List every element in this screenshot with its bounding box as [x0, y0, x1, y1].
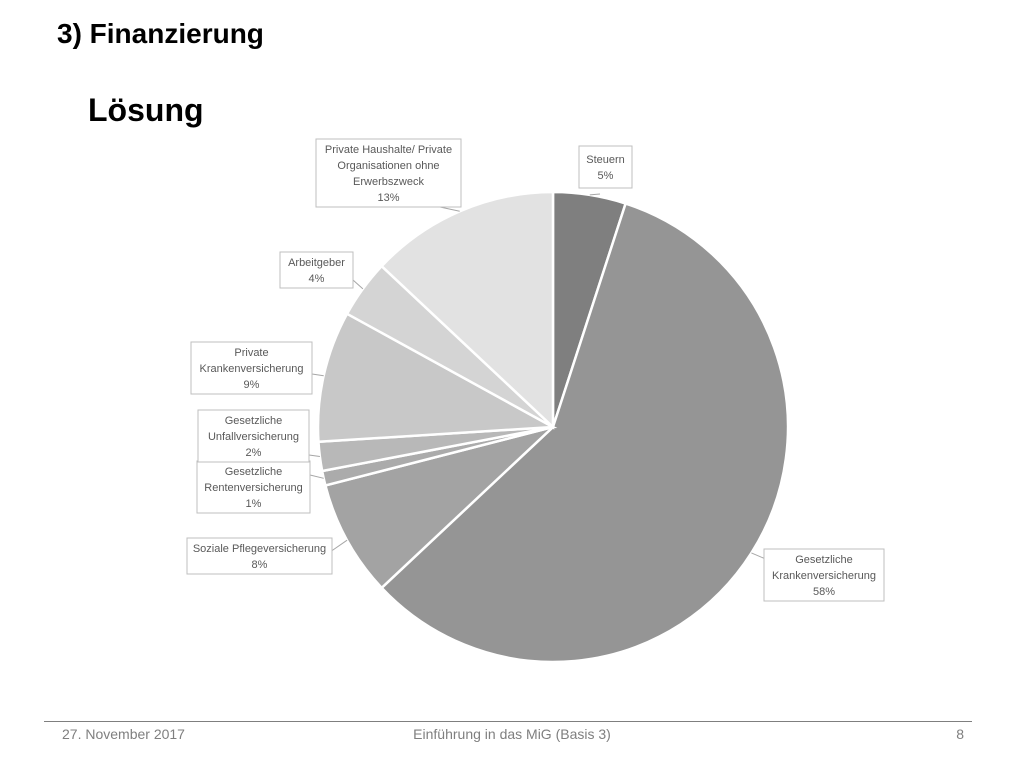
pie-slices — [316, 190, 790, 664]
data-label-name: Steuern — [586, 154, 625, 166]
data-label-percent: 58% — [813, 586, 835, 598]
data-label-name: Private Haushalte/ Private — [325, 144, 452, 156]
leader-line — [311, 373, 324, 377]
data-label-box — [279, 251, 354, 289]
data-label-name: Krankenversicherung — [200, 363, 304, 375]
data-label-percent: 5% — [598, 170, 614, 182]
pie-slice — [316, 312, 558, 444]
data-label-percent: 9% — [244, 379, 260, 391]
data-label-percent: 4% — [309, 273, 325, 285]
data-labels: Steuern 5% Gesetzliche Krankenversicherung 5… — [186, 138, 885, 602]
data-label-percent: 2% — [246, 447, 262, 459]
data-label-name: Arbeitgeber — [288, 257, 345, 269]
data-label-name: Soziale Pflegeversicherung — [193, 543, 326, 555]
leader-line — [439, 206, 460, 212]
page-number: 8 — [956, 726, 964, 742]
data-label: Gesetzliche Unfallversicherung 2% — [197, 409, 310, 463]
data-label: Gesetzliche Rentenversicherung 1% — [196, 460, 311, 514]
data-label-box — [196, 460, 311, 514]
leader-lines — [308, 193, 769, 561]
data-label-name: Gesetzliche — [795, 554, 852, 566]
data-label-box — [190, 341, 313, 395]
leader-line — [309, 474, 324, 479]
data-label-box — [197, 409, 310, 463]
data-label-name: Organisationen ohne — [337, 160, 439, 172]
data-label: Private Krankenversicherung 9% — [190, 341, 313, 395]
slide-subtitle: Lösung — [88, 92, 204, 128]
footer-divider — [44, 721, 972, 722]
data-label-name: Rentenversicherung — [204, 482, 302, 494]
data-label-name: Unfallversicherung — [208, 431, 299, 443]
data-label-name: Private — [234, 347, 268, 359]
leader-line — [308, 454, 320, 457]
leader-line — [352, 279, 364, 290]
leader-line — [329, 539, 348, 553]
footer-title: Einführung in das MiG (Basis 3) — [413, 726, 611, 742]
leader-line — [589, 193, 601, 196]
footer-date: 27. November 2017 — [62, 726, 185, 742]
slide-title: 3) Finanzierung — [57, 18, 264, 49]
data-label-percent: 13% — [377, 192, 399, 204]
data-label-box — [315, 138, 462, 208]
data-label-percent: 8% — [252, 559, 268, 571]
data-label-name: Gesetzliche — [225, 415, 282, 427]
data-label-name: Gesetzliche — [225, 466, 282, 478]
data-label-box — [578, 145, 633, 189]
data-label: Private Haushalte/ Private Organisationen… — [315, 138, 462, 208]
data-label-name: Erwerbszweck — [353, 176, 424, 188]
data-label-name: Krankenversicherung — [772, 570, 876, 582]
data-label: Arbeitgeber 4% — [279, 251, 354, 289]
data-label: Gesetzliche Krankenversicherung 58% — [763, 548, 885, 602]
data-label: Soziale Pflegeversicherung 8% — [186, 537, 333, 575]
data-label-percent: 1% — [246, 498, 262, 510]
data-label-box — [186, 537, 333, 575]
data-label: Steuern 5% — [578, 145, 633, 189]
data-label-box — [763, 548, 885, 602]
